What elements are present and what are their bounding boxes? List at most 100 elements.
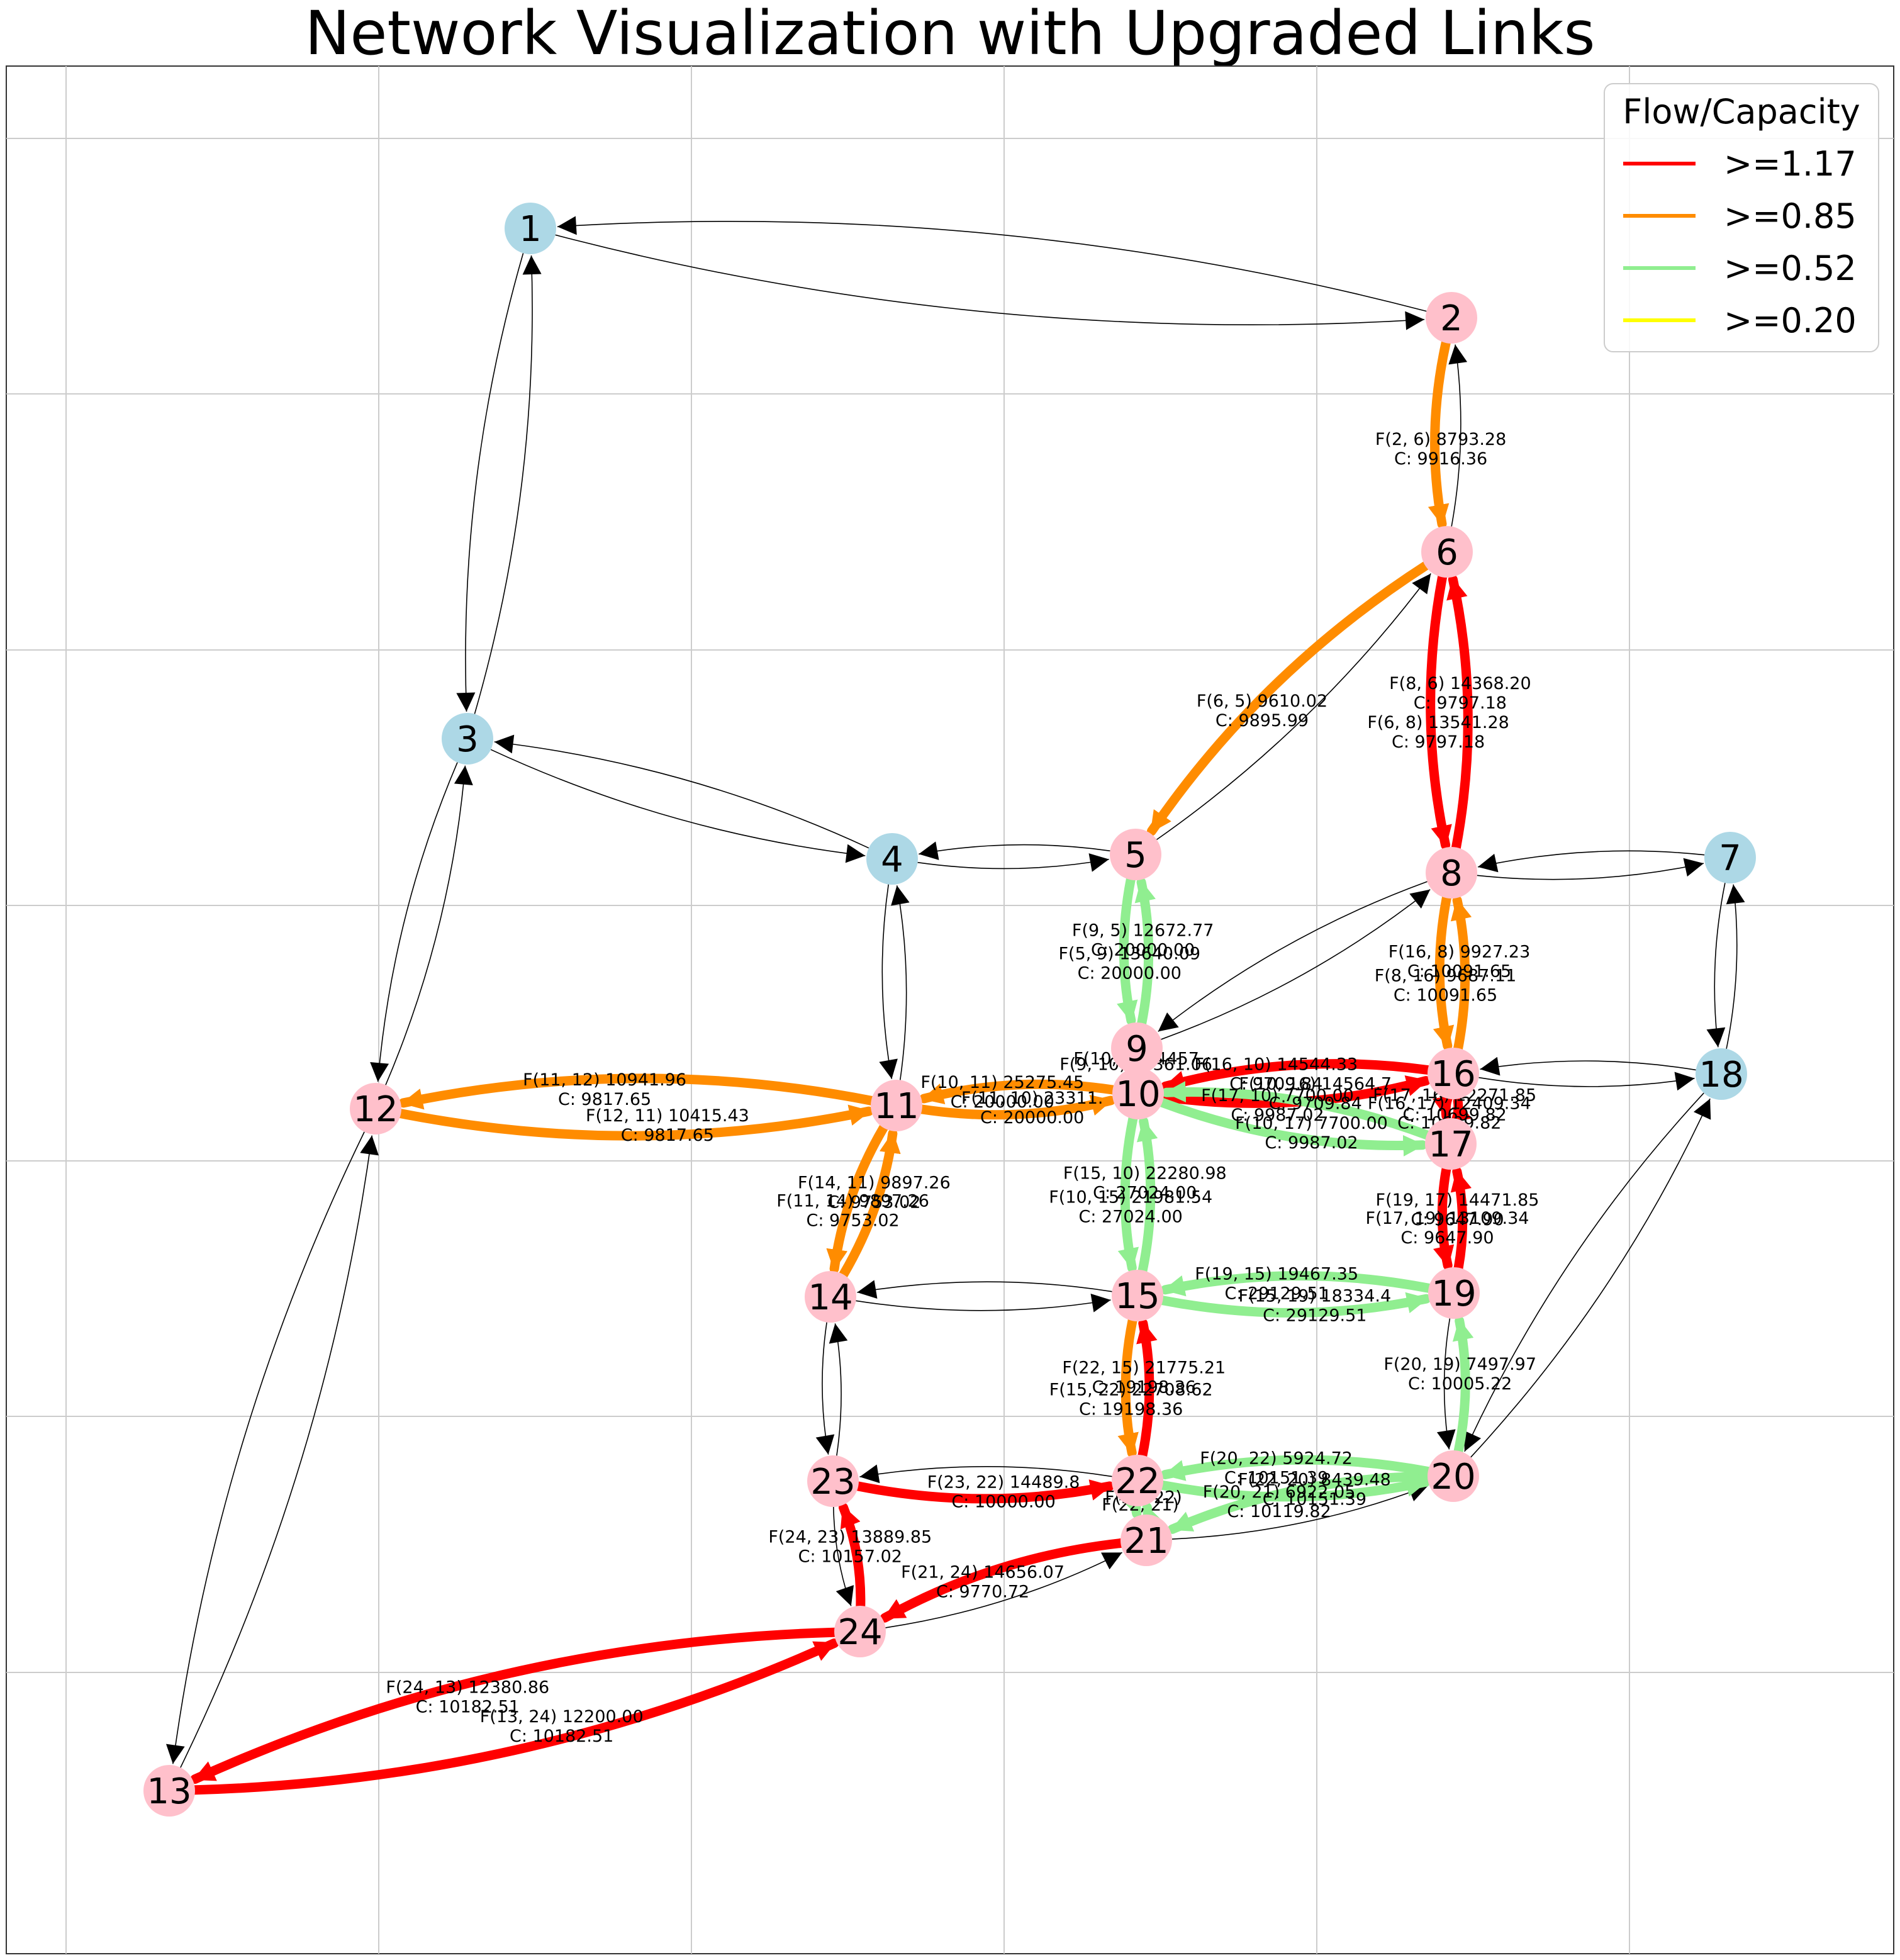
edge-23-14 bbox=[829, 1323, 848, 1456]
edge-4-3 bbox=[494, 734, 869, 849]
edge-24-13 bbox=[190, 1627, 839, 1784]
legend: Flow/Capacity >=1.17 >=0.85 >=0.52 >=0.20 bbox=[1604, 83, 1879, 352]
edge-6-2 bbox=[1448, 344, 1468, 527]
node-label-13: 13 bbox=[147, 1771, 191, 1812]
edge-label-19-17: F(19, 17) 14471.85 C: 9647.90 bbox=[1376, 1190, 1540, 1229]
edge-16-8 bbox=[1450, 895, 1472, 1053]
node-label-11: 11 bbox=[874, 1086, 919, 1127]
edge-3-4 bbox=[490, 749, 866, 863]
edge-19-15 bbox=[1160, 1271, 1434, 1297]
edge-label-10-17: F(10, 17) 7700.00 C: 9987.02 bbox=[1235, 1114, 1388, 1153]
edge-16-17 bbox=[1433, 1094, 1454, 1121]
edge-21-20 bbox=[1171, 1483, 1429, 1540]
edge-label-23-22: F(23, 22) 14489.8 C: 10000.00 bbox=[927, 1472, 1080, 1511]
legend-label-3: >=0.20 bbox=[1724, 301, 1857, 340]
edge-20-19 bbox=[1452, 1316, 1474, 1456]
legend-label-0: >=1.17 bbox=[1724, 144, 1857, 184]
edge-label-10-15: F(10, 15) 21981.54 C: 27024.00 bbox=[1049, 1188, 1212, 1227]
edge-label-8-16: F(8, 16) 9687.11 C: 10091.65 bbox=[1375, 966, 1517, 1005]
edge-label-24-23: F(24, 23) 13889.85 C: 10157.02 bbox=[768, 1528, 932, 1567]
edge-label-14-11: F(14, 11) 9897.26 C: 9753.02 bbox=[798, 1173, 951, 1212]
edge-1-2 bbox=[555, 234, 1425, 330]
edge-12-13 bbox=[165, 1131, 365, 1764]
node-label-7: 7 bbox=[1719, 838, 1741, 879]
edge-23-24 bbox=[833, 1506, 854, 1606]
edge-label-21-24: F(21, 24) 14656.07 C: 9770.72 bbox=[901, 1562, 1065, 1601]
edge-10-17 bbox=[1157, 1097, 1428, 1156]
edge-label-10-16: F(10, 16) 14564.7 C: 9709.84 bbox=[1239, 1075, 1392, 1114]
node-label-15: 15 bbox=[1115, 1276, 1160, 1317]
node-3 bbox=[442, 713, 493, 764]
node-24 bbox=[834, 1606, 886, 1657]
node-label-17: 17 bbox=[1428, 1124, 1473, 1165]
node-label-10: 10 bbox=[1115, 1074, 1160, 1115]
edge-3-12 bbox=[370, 762, 458, 1082]
edge-17-10 bbox=[1161, 1081, 1432, 1140]
edge-15-14 bbox=[857, 1280, 1112, 1299]
node-label-16: 16 bbox=[1431, 1054, 1475, 1095]
node-5 bbox=[1110, 829, 1161, 880]
node-label-4: 4 bbox=[881, 839, 903, 880]
edge-2-6 bbox=[1428, 338, 1451, 529]
edge-15-19 bbox=[1158, 1292, 1431, 1318]
node-19 bbox=[1428, 1267, 1480, 1319]
node-label-2: 2 bbox=[1440, 298, 1463, 339]
node-23 bbox=[807, 1455, 859, 1507]
node-11 bbox=[871, 1080, 922, 1131]
edge-label-2-6: F(2, 6) 8793.28 C: 9916.36 bbox=[1375, 430, 1506, 469]
node-label-21: 21 bbox=[1124, 1521, 1168, 1562]
node-10 bbox=[1112, 1068, 1164, 1119]
node-8 bbox=[1426, 847, 1477, 899]
edge-17-16 bbox=[1450, 1096, 1472, 1124]
edge-23-22 bbox=[853, 1479, 1115, 1504]
edge-24-23 bbox=[839, 1503, 866, 1611]
edge-label-9-5: F(9, 5) 12672.77 C: 20000.00 bbox=[1072, 921, 1214, 960]
edge-3-1 bbox=[474, 255, 542, 714]
edge-6-5 bbox=[1147, 561, 1431, 836]
edge-14-15 bbox=[856, 1294, 1111, 1313]
edge-label-5-9: F(5, 9) 13640.09 C: 20000.00 bbox=[1059, 944, 1201, 983]
node-21 bbox=[1120, 1515, 1172, 1566]
edge-12-3 bbox=[385, 765, 473, 1085]
edge-10-11 bbox=[919, 1079, 1117, 1105]
node-label-19: 19 bbox=[1431, 1274, 1476, 1314]
edge-16-18 bbox=[1478, 1072, 1695, 1091]
flow-edges bbox=[190, 338, 1474, 1795]
edge-20-18 bbox=[1470, 1098, 1711, 1458]
edge-5-6 bbox=[1156, 573, 1431, 841]
legend-title: Flow/Capacity bbox=[1623, 92, 1860, 132]
chart-title: Network Visualization with Upgraded Link… bbox=[305, 0, 1595, 69]
node-label-18: 18 bbox=[1699, 1055, 1743, 1095]
edge-label-13-24: F(13, 24) 12200.00 C: 10182.51 bbox=[480, 1707, 644, 1746]
node-label-23: 23 bbox=[810, 1462, 855, 1503]
edge-2-1 bbox=[557, 216, 1427, 312]
node-15 bbox=[1112, 1270, 1163, 1321]
edge-label-15-22: F(15, 22) 22708.62 C: 19198.36 bbox=[1049, 1380, 1213, 1420]
edge-label-8-6: F(8, 6) 14368.20 C: 9797.18 bbox=[1389, 674, 1531, 713]
node-7 bbox=[1704, 832, 1756, 883]
edge-8-16 bbox=[1433, 893, 1455, 1051]
edge-21-24 bbox=[880, 1538, 1126, 1623]
edge-8-6 bbox=[1446, 574, 1473, 853]
edge-16-10 bbox=[1161, 1059, 1433, 1092]
edge-label-11-12: F(11, 12) 10941.96 C: 9817.65 bbox=[523, 1070, 686, 1109]
edge-label-19-15: F(19, 15) 19467.35 C: 29129.51 bbox=[1195, 1265, 1358, 1304]
edge-8-7 bbox=[1477, 858, 1704, 880]
edge-15-10 bbox=[1136, 1116, 1158, 1275]
node-20 bbox=[1428, 1450, 1479, 1502]
edge-22-15 bbox=[1136, 1318, 1158, 1460]
legend-box bbox=[1604, 83, 1879, 352]
edge-label-12-11: F(12, 11) 10415.43 C: 9817.65 bbox=[586, 1106, 749, 1145]
edge-label-16-10: F(16, 10) 14544.33 C: 9709.84 bbox=[1194, 1055, 1358, 1094]
edge-7-18 bbox=[1706, 883, 1726, 1048]
node-label-8: 8 bbox=[1440, 853, 1463, 894]
node-1 bbox=[505, 203, 556, 254]
edge-10-15 bbox=[1117, 1114, 1139, 1273]
edge-label-17-10: F(17, 10) 7700.00 C: 9987.02 bbox=[1201, 1086, 1354, 1125]
edge-label-24-13: F(24, 13) 12380.86 C: 10182.51 bbox=[386, 1677, 549, 1716]
edge-label-22-20: F(22, 20) 8439.48 C: 10151.39 bbox=[1238, 1470, 1391, 1509]
node-label-5: 5 bbox=[1124, 835, 1147, 876]
node-label-12: 12 bbox=[353, 1089, 398, 1130]
